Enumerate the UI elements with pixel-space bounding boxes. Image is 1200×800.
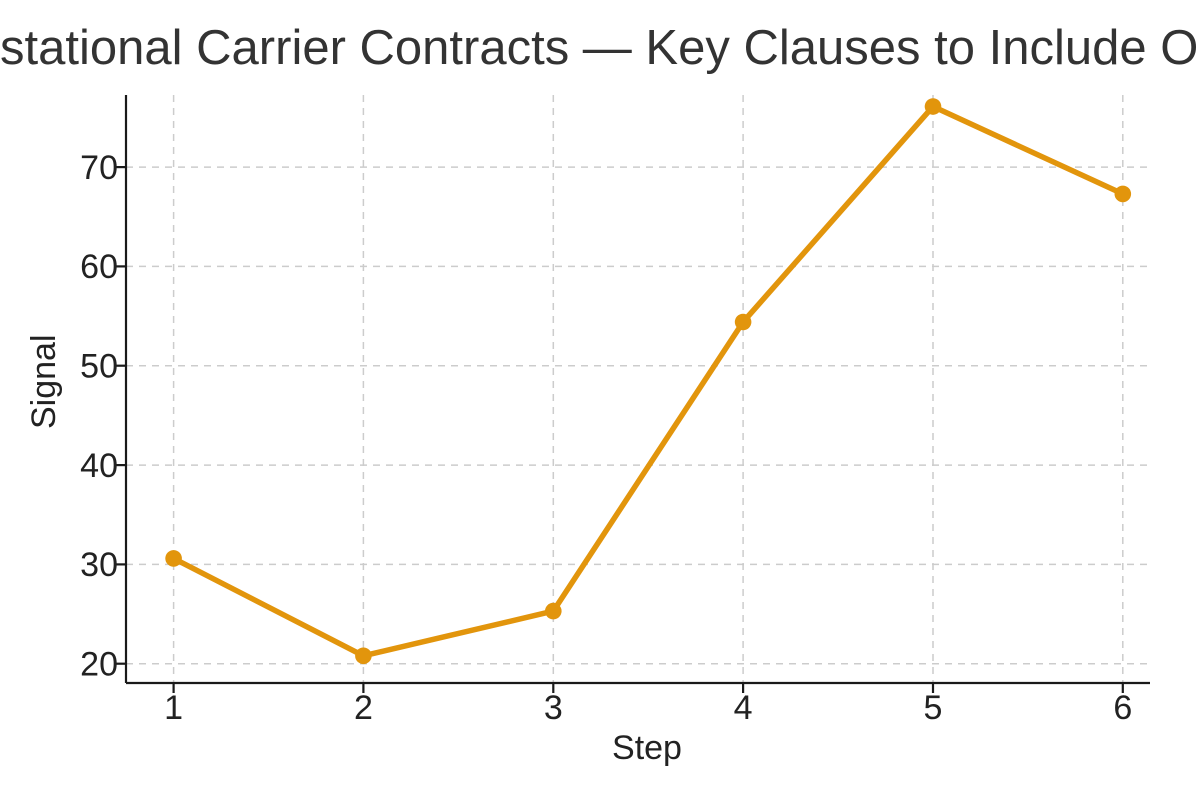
svg-text:1: 1 [164, 689, 183, 727]
svg-text:3: 3 [544, 689, 563, 727]
svg-text:50: 50 [80, 348, 118, 386]
svg-text:6: 6 [1113, 689, 1132, 727]
svg-text:70: 70 [80, 149, 118, 187]
svg-text:2: 2 [354, 689, 373, 727]
svg-text:20: 20 [80, 646, 118, 684]
svg-text:4: 4 [734, 689, 753, 727]
svg-text:30: 30 [80, 546, 118, 584]
svg-text:40: 40 [80, 447, 118, 485]
svg-text:5: 5 [924, 689, 943, 727]
svg-text:60: 60 [80, 248, 118, 286]
